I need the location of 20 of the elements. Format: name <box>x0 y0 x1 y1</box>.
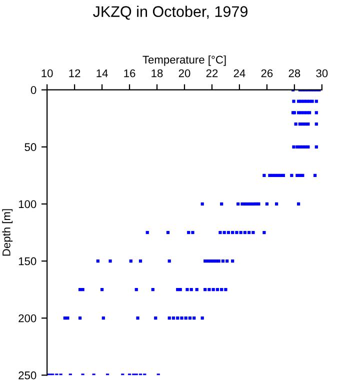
x-tick-label: 10 <box>42 69 53 78</box>
chart-title: JKZQ in October, 1979 <box>93 6 248 20</box>
y-tick-label: 200 <box>18 314 36 322</box>
x-tick-label: 28 <box>288 69 300 78</box>
x-axis-title: Temperature [°C] <box>142 55 226 66</box>
y-tick-label: 150 <box>18 257 36 266</box>
y-tick-label: 250 <box>18 371 36 380</box>
y-tick-label: 0 <box>30 86 36 94</box>
x-tick-label: 24 <box>234 69 246 78</box>
x-tick-label: 26 <box>261 69 273 78</box>
y-axis-title: Depth [m] <box>2 209 13 256</box>
y-tick-label: 100 <box>18 200 36 208</box>
x-tick-label: 22 <box>206 69 218 78</box>
x-tick-label: 14 <box>96 69 108 78</box>
x-tick-label: 30 <box>316 69 328 78</box>
x-tick-label: 12 <box>69 69 80 78</box>
y-tick-label: 50 <box>24 143 36 152</box>
x-tick-label: 16 <box>124 69 136 78</box>
x-tick-label: 18 <box>152 69 163 78</box>
x-tick-label: 20 <box>178 69 190 78</box>
